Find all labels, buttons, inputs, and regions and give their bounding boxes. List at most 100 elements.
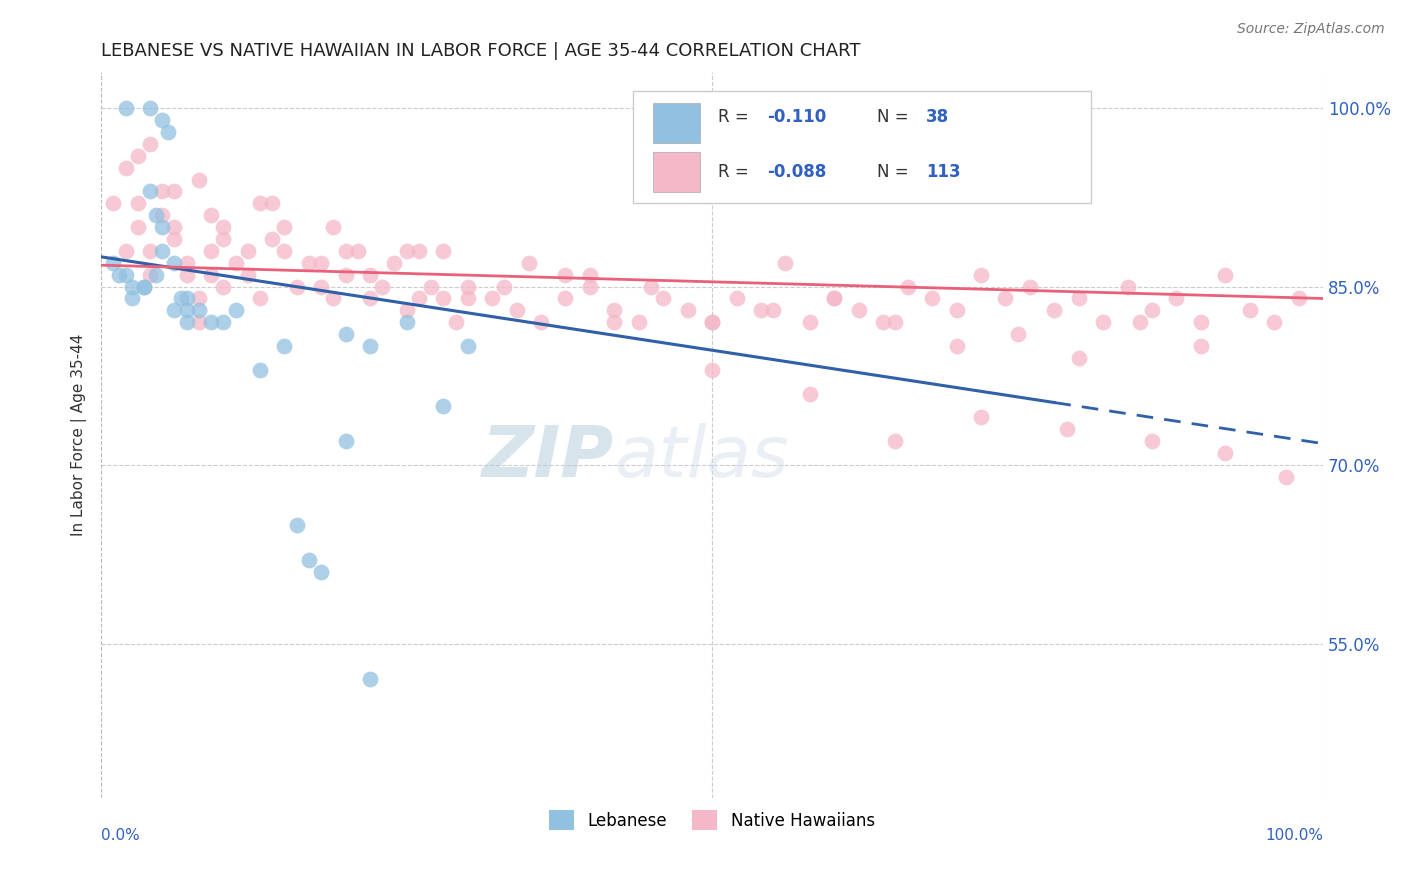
- Point: [157, 125, 180, 139]
- Point: [371, 279, 394, 293]
- Point: [335, 268, 357, 282]
- Point: [132, 279, 155, 293]
- FancyBboxPatch shape: [654, 103, 700, 144]
- Point: [103, 196, 125, 211]
- Point: [432, 292, 454, 306]
- Text: 113: 113: [927, 163, 960, 181]
- Point: [1043, 303, 1066, 318]
- Point: [395, 315, 418, 329]
- Point: [823, 292, 845, 306]
- Point: [139, 268, 162, 282]
- Point: [150, 208, 173, 222]
- Point: [200, 208, 222, 222]
- Point: [187, 172, 209, 186]
- Point: [249, 292, 271, 306]
- Point: [359, 268, 381, 282]
- Point: [603, 315, 626, 329]
- Point: [395, 244, 418, 258]
- Point: [132, 279, 155, 293]
- Text: atlas: atlas: [614, 423, 789, 491]
- Point: [395, 303, 418, 318]
- Point: [163, 303, 186, 318]
- Point: [897, 279, 920, 293]
- Point: [139, 136, 162, 151]
- Point: [236, 268, 259, 282]
- Point: [176, 292, 198, 306]
- Text: R =: R =: [718, 163, 754, 181]
- Point: [309, 279, 332, 293]
- Point: [762, 303, 785, 318]
- Text: -0.110: -0.110: [768, 108, 827, 126]
- Point: [121, 279, 143, 293]
- Point: [249, 363, 271, 377]
- Point: [1116, 279, 1139, 293]
- Point: [700, 363, 723, 377]
- Point: [335, 327, 357, 342]
- Point: [114, 244, 136, 258]
- Point: [994, 292, 1017, 306]
- Point: [335, 244, 357, 258]
- Point: [1092, 315, 1115, 329]
- Point: [225, 303, 247, 318]
- Point: [273, 220, 295, 235]
- Point: [725, 292, 748, 306]
- Point: [799, 315, 821, 329]
- Point: [1067, 351, 1090, 365]
- Point: [554, 268, 576, 282]
- Point: [579, 268, 602, 282]
- Point: [273, 339, 295, 353]
- Text: 38: 38: [927, 108, 949, 126]
- Point: [1166, 292, 1188, 306]
- Point: [1140, 303, 1163, 318]
- Point: [309, 565, 332, 579]
- Point: [1189, 339, 1212, 353]
- Point: [163, 220, 186, 235]
- Point: [139, 101, 162, 115]
- Point: [212, 232, 235, 246]
- Point: [212, 279, 235, 293]
- Text: Source: ZipAtlas.com: Source: ZipAtlas.com: [1237, 22, 1385, 37]
- Point: [359, 292, 381, 306]
- Point: [970, 410, 993, 425]
- Point: [212, 315, 235, 329]
- Point: [579, 279, 602, 293]
- Point: [444, 315, 467, 329]
- Point: [150, 244, 173, 258]
- Point: [139, 185, 162, 199]
- Point: [114, 268, 136, 282]
- Point: [262, 232, 284, 246]
- Point: [212, 220, 235, 235]
- Point: [603, 303, 626, 318]
- Point: [823, 292, 845, 306]
- Point: [640, 279, 662, 293]
- Text: N =: N =: [877, 163, 914, 181]
- Point: [921, 292, 943, 306]
- Point: [322, 292, 344, 306]
- Point: [700, 315, 723, 329]
- Point: [359, 672, 381, 686]
- Point: [169, 292, 191, 306]
- Point: [309, 256, 332, 270]
- Point: [150, 185, 173, 199]
- Point: [799, 386, 821, 401]
- Point: [176, 268, 198, 282]
- Point: [335, 434, 357, 449]
- Point: [627, 315, 650, 329]
- Point: [1275, 470, 1298, 484]
- Point: [432, 244, 454, 258]
- Text: -0.088: -0.088: [768, 163, 827, 181]
- Point: [494, 279, 516, 293]
- Point: [775, 256, 797, 270]
- Y-axis label: In Labor Force | Age 35-44: In Labor Force | Age 35-44: [72, 334, 87, 536]
- Text: LEBANESE VS NATIVE HAWAIIAN IN LABOR FORCE | AGE 35-44 CORRELATION CHART: LEBANESE VS NATIVE HAWAIIAN IN LABOR FOR…: [101, 42, 860, 60]
- Point: [1239, 303, 1261, 318]
- Point: [1007, 327, 1029, 342]
- Point: [945, 303, 967, 318]
- FancyBboxPatch shape: [654, 153, 700, 192]
- Point: [236, 244, 259, 258]
- Point: [145, 268, 167, 282]
- Point: [262, 196, 284, 211]
- Point: [322, 220, 344, 235]
- Point: [1140, 434, 1163, 449]
- Point: [114, 161, 136, 175]
